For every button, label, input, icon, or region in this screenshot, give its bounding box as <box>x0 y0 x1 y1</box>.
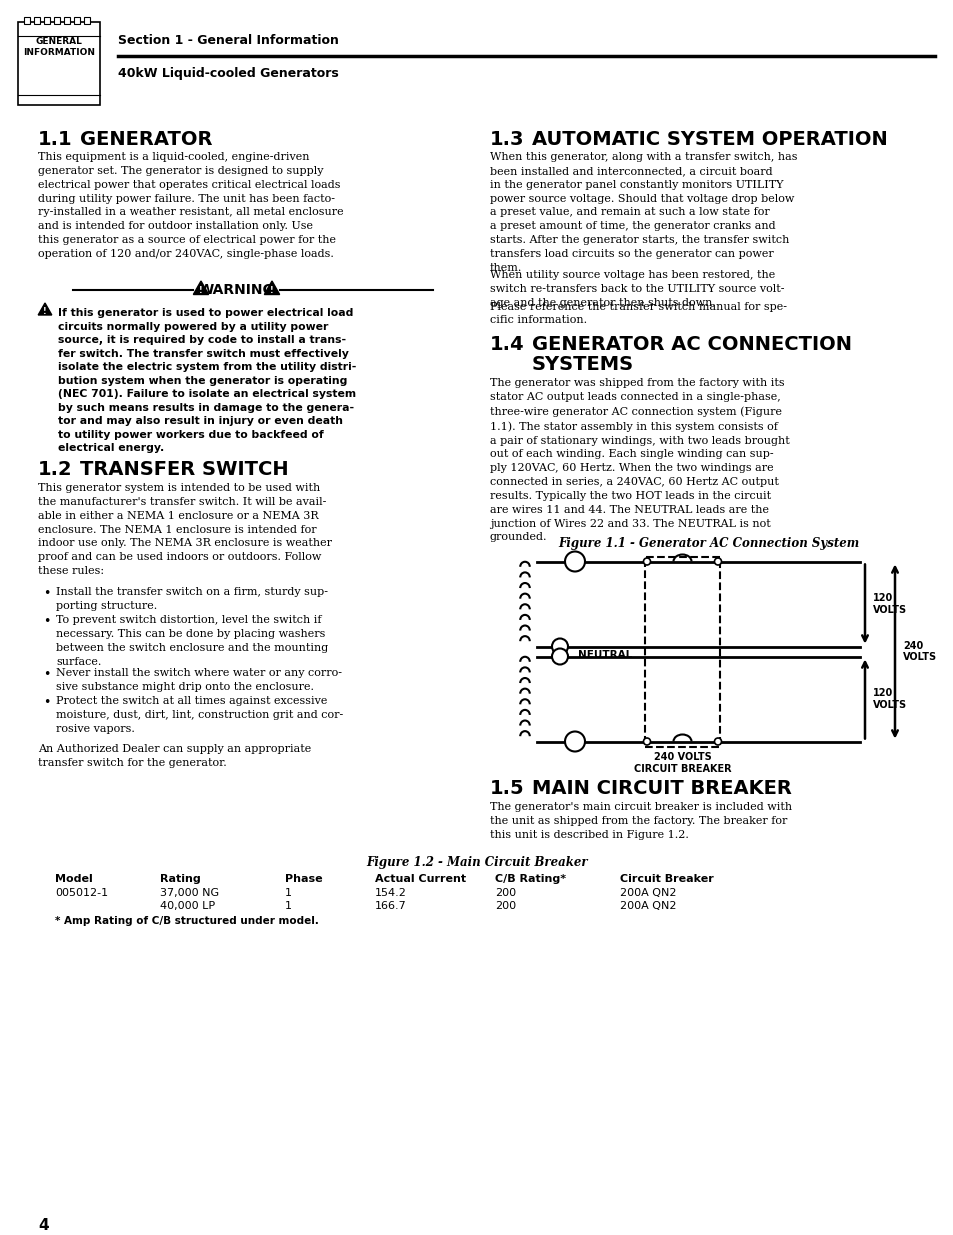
Text: •: • <box>43 587 51 600</box>
Text: AUTOMATIC SYSTEM OPERATION: AUTOMATIC SYSTEM OPERATION <box>532 130 887 149</box>
Circle shape <box>714 739 720 745</box>
Text: 1.2: 1.2 <box>38 459 72 479</box>
Circle shape <box>714 558 720 564</box>
Text: 200A QN2: 200A QN2 <box>619 902 676 911</box>
Text: 120
VOLTS: 120 VOLTS <box>872 688 906 710</box>
Text: Figure 1.2 - Main Circuit Breaker: Figure 1.2 - Main Circuit Breaker <box>366 856 587 869</box>
Text: MAIN CIRCUIT BREAKER: MAIN CIRCUIT BREAKER <box>532 778 791 798</box>
Text: 33: 33 <box>553 655 566 664</box>
Text: Rating: Rating <box>160 874 200 884</box>
Text: The generator's main circuit breaker is included with
the unit as shipped from t: The generator's main circuit breaker is … <box>490 803 791 840</box>
Text: 200: 200 <box>495 888 516 898</box>
Text: Phase: Phase <box>285 874 322 884</box>
Text: The generator was shipped from the factory with its
stator AC output leads conne: The generator was shipped from the facto… <box>490 378 789 542</box>
Circle shape <box>552 648 567 664</box>
Text: •: • <box>43 697 51 709</box>
Text: WARNING: WARNING <box>199 283 274 296</box>
Text: GENERATOR: GENERATOR <box>80 130 213 149</box>
Bar <box>34 17 40 23</box>
Text: !: ! <box>43 308 47 316</box>
Text: * Amp Rating of C/B structured under model.: * Amp Rating of C/B structured under mod… <box>55 916 318 926</box>
Text: 44: 44 <box>568 740 581 750</box>
Text: 200A QN2: 200A QN2 <box>619 888 676 898</box>
Text: 1: 1 <box>285 888 292 898</box>
Polygon shape <box>264 282 279 294</box>
Text: GENERATOR AC CONNECTION: GENERATOR AC CONNECTION <box>532 335 851 353</box>
Bar <box>64 17 70 23</box>
Text: When this generator, along with a transfer switch, has
been installed and interc: When this generator, along with a transf… <box>490 152 797 273</box>
Text: SYSTEMS: SYSTEMS <box>532 356 634 374</box>
Text: 40,000 LP: 40,000 LP <box>160 902 214 911</box>
Text: Never install the switch where water or any corro-
sive substance might drip ont: Never install the switch where water or … <box>56 668 341 692</box>
Text: C/B Rating*: C/B Rating* <box>495 874 565 884</box>
Polygon shape <box>193 282 209 294</box>
Text: An Authorized Dealer can supply an appropriate
transfer switch for the generator: An Authorized Dealer can supply an appro… <box>38 745 311 768</box>
Text: If this generator is used to power electrical load
circuits normally powered by : If this generator is used to power elect… <box>58 308 356 453</box>
Circle shape <box>564 731 584 752</box>
Text: 166.7: 166.7 <box>375 902 406 911</box>
Bar <box>24 17 30 23</box>
Text: 240
VOLTS: 240 VOLTS <box>902 641 936 662</box>
Bar <box>84 17 90 23</box>
Text: 1.5: 1.5 <box>490 778 524 798</box>
Text: Model: Model <box>55 874 92 884</box>
Text: 1.1: 1.1 <box>38 130 72 149</box>
Circle shape <box>552 638 567 655</box>
Text: Figure 1.1 - Generator AC Connection System: Figure 1.1 - Generator AC Connection Sys… <box>558 536 859 550</box>
Text: Section 1 - General Information: Section 1 - General Information <box>118 33 338 47</box>
Circle shape <box>643 739 650 745</box>
Bar <box>54 17 60 23</box>
Text: 1.4: 1.4 <box>490 335 524 353</box>
Text: GENERAL
INFORMATION: GENERAL INFORMATION <box>23 37 95 57</box>
Text: 40kW Liquid-cooled Generators: 40kW Liquid-cooled Generators <box>118 68 338 80</box>
Text: 4: 4 <box>38 1218 49 1233</box>
Bar <box>44 17 50 23</box>
Text: 1: 1 <box>285 902 292 911</box>
Text: This generator system is intended to be used with
the manufacturer's transfer sw: This generator system is intended to be … <box>38 483 332 576</box>
Text: 120
VOLTS: 120 VOLTS <box>872 593 906 615</box>
Polygon shape <box>38 303 51 315</box>
Text: Please reference the transfer switch manual for spe-
cific information.: Please reference the transfer switch man… <box>490 301 786 325</box>
Text: When utility source voltage has been restored, the
switch re-transfers back to t: When utility source voltage has been res… <box>490 270 783 309</box>
Text: Protect the switch at all times against excessive
moisture, dust, dirt, lint, co: Protect the switch at all times against … <box>56 697 343 734</box>
Text: 37,000 NG: 37,000 NG <box>160 888 219 898</box>
Text: 240 VOLTS
CIRCUIT BREAKER: 240 VOLTS CIRCUIT BREAKER <box>633 752 731 774</box>
Text: 1.3: 1.3 <box>490 130 524 149</box>
Text: Install the transfer switch on a firm, sturdy sup-
porting structure.: Install the transfer switch on a firm, s… <box>56 587 328 611</box>
Text: 22: 22 <box>553 645 566 655</box>
Text: To prevent switch distortion, level the switch if
necessary. This can be done by: To prevent switch distortion, level the … <box>56 615 328 667</box>
Text: 154.2: 154.2 <box>375 888 406 898</box>
Text: 200: 200 <box>495 902 516 911</box>
Text: !: ! <box>270 287 274 295</box>
Text: •: • <box>43 668 51 680</box>
Text: Actual Current: Actual Current <box>375 874 466 884</box>
Bar <box>644 557 720 746</box>
Circle shape <box>643 558 650 564</box>
Text: Circuit Breaker: Circuit Breaker <box>619 874 713 884</box>
Circle shape <box>564 552 584 572</box>
Text: •: • <box>43 615 51 629</box>
Text: !: ! <box>199 287 203 295</box>
Text: TRANSFER SWITCH: TRANSFER SWITCH <box>80 459 289 479</box>
Text: 11: 11 <box>568 559 581 571</box>
Bar <box>18 22 100 105</box>
Text: This equipment is a liquid-cooled, engine-driven
generator set. The generator is: This equipment is a liquid-cooled, engin… <box>38 152 343 259</box>
Text: 005012-1: 005012-1 <box>55 888 108 898</box>
Text: NEUTRAL: NEUTRAL <box>578 651 632 661</box>
Bar <box>74 17 80 23</box>
